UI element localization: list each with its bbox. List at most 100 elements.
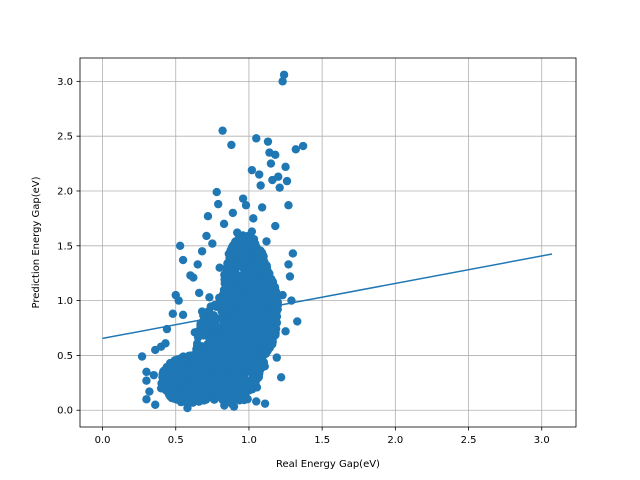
y-tick-label: 0.0 bbox=[57, 406, 73, 417]
data-point bbox=[225, 254, 234, 263]
data-point bbox=[205, 293, 214, 302]
data-point bbox=[259, 252, 268, 261]
y-tick-label: 1.5 bbox=[57, 241, 73, 252]
data-point bbox=[261, 347, 271, 357]
data-point bbox=[172, 357, 181, 367]
x-tick-label: 1.5 bbox=[314, 435, 330, 446]
data-point bbox=[164, 390, 174, 399]
data-point bbox=[245, 331, 254, 340]
data-point bbox=[212, 323, 222, 332]
x-tick-label: 0.0 bbox=[95, 435, 111, 446]
data-point bbox=[218, 294, 228, 304]
data-point bbox=[217, 393, 227, 403]
grid-lines bbox=[80, 58, 576, 427]
data-point bbox=[167, 372, 177, 382]
data-point bbox=[249, 214, 258, 223]
data-point bbox=[253, 278, 263, 287]
data-point bbox=[179, 391, 189, 401]
data-point bbox=[175, 241, 185, 250]
data-point bbox=[257, 203, 267, 212]
data-point bbox=[263, 137, 273, 146]
data-point bbox=[199, 331, 208, 340]
data-point bbox=[194, 392, 204, 402]
data-point bbox=[208, 239, 217, 248]
data-point bbox=[242, 355, 251, 364]
x-axis-label: Real Energy Gap(eV) bbox=[276, 459, 380, 470]
data-point bbox=[250, 381, 259, 391]
data-point bbox=[145, 387, 154, 396]
data-point bbox=[203, 347, 212, 356]
data-point bbox=[178, 255, 188, 265]
data-point bbox=[180, 368, 189, 377]
data-point bbox=[216, 378, 225, 387]
data-point bbox=[142, 376, 151, 385]
data-point bbox=[256, 358, 265, 367]
data-point bbox=[227, 140, 236, 150]
data-point bbox=[278, 290, 287, 300]
data-point bbox=[255, 335, 265, 344]
data-point bbox=[228, 383, 237, 392]
data-point bbox=[267, 339, 276, 348]
data-point bbox=[226, 299, 235, 308]
x-tick-label: 2.5 bbox=[461, 435, 477, 446]
data-point bbox=[281, 162, 290, 172]
data-point bbox=[224, 336, 233, 345]
data-point bbox=[247, 227, 257, 236]
data-point bbox=[246, 239, 256, 249]
data-point bbox=[271, 221, 280, 231]
data-point bbox=[236, 364, 246, 373]
data-point bbox=[190, 328, 199, 337]
data-point bbox=[204, 321, 213, 331]
data-point bbox=[225, 395, 235, 404]
data-point bbox=[241, 315, 250, 324]
y-tick-label: 2.0 bbox=[57, 186, 73, 197]
data-point bbox=[180, 356, 189, 366]
data-point bbox=[241, 201, 251, 210]
data-point bbox=[230, 274, 239, 283]
data-point bbox=[279, 70, 289, 79]
data-point bbox=[265, 312, 274, 322]
x-tick-label: 3.0 bbox=[534, 435, 550, 446]
data-point bbox=[193, 260, 202, 269]
scatter-points bbox=[137, 70, 308, 413]
data-point bbox=[262, 281, 271, 290]
data-point bbox=[164, 362, 173, 371]
data-point bbox=[252, 287, 261, 297]
y-axis-ticks: 0.0 0.5 1.0 1.5 2.0 2.5 3.0 bbox=[57, 77, 80, 417]
data-point bbox=[284, 260, 293, 269]
data-point bbox=[252, 397, 261, 406]
data-point bbox=[238, 194, 248, 203]
fit-line-group bbox=[102, 253, 553, 340]
data-point bbox=[206, 378, 216, 388]
data-point bbox=[249, 345, 258, 354]
data-point bbox=[211, 348, 220, 358]
data-point bbox=[258, 313, 267, 322]
data-point bbox=[275, 183, 284, 192]
data-point bbox=[246, 292, 255, 302]
data-point bbox=[232, 333, 242, 343]
data-point bbox=[240, 340, 249, 349]
data-point bbox=[214, 199, 223, 209]
x-tick-label: 2.0 bbox=[387, 435, 403, 446]
data-point bbox=[285, 272, 295, 281]
data-point bbox=[227, 243, 237, 252]
data-point bbox=[151, 400, 160, 409]
data-point bbox=[200, 367, 210, 377]
data-point bbox=[239, 258, 249, 267]
data-point bbox=[256, 264, 265, 273]
data-point bbox=[149, 370, 158, 380]
data-point bbox=[260, 399, 270, 408]
data-point bbox=[266, 159, 276, 168]
data-point bbox=[142, 395, 151, 404]
data-point bbox=[281, 327, 290, 336]
data-point bbox=[215, 263, 224, 272]
x-axis-ticks: 0.0 0.5 1.0 1.5 2.0 2.5 3.0 bbox=[95, 427, 550, 446]
data-point bbox=[256, 181, 265, 190]
data-point bbox=[247, 360, 256, 370]
data-point bbox=[263, 267, 273, 276]
data-point bbox=[252, 134, 261, 143]
data-point bbox=[206, 302, 216, 311]
data-point bbox=[204, 361, 213, 370]
data-point bbox=[229, 354, 239, 363]
data-point bbox=[189, 273, 198, 282]
